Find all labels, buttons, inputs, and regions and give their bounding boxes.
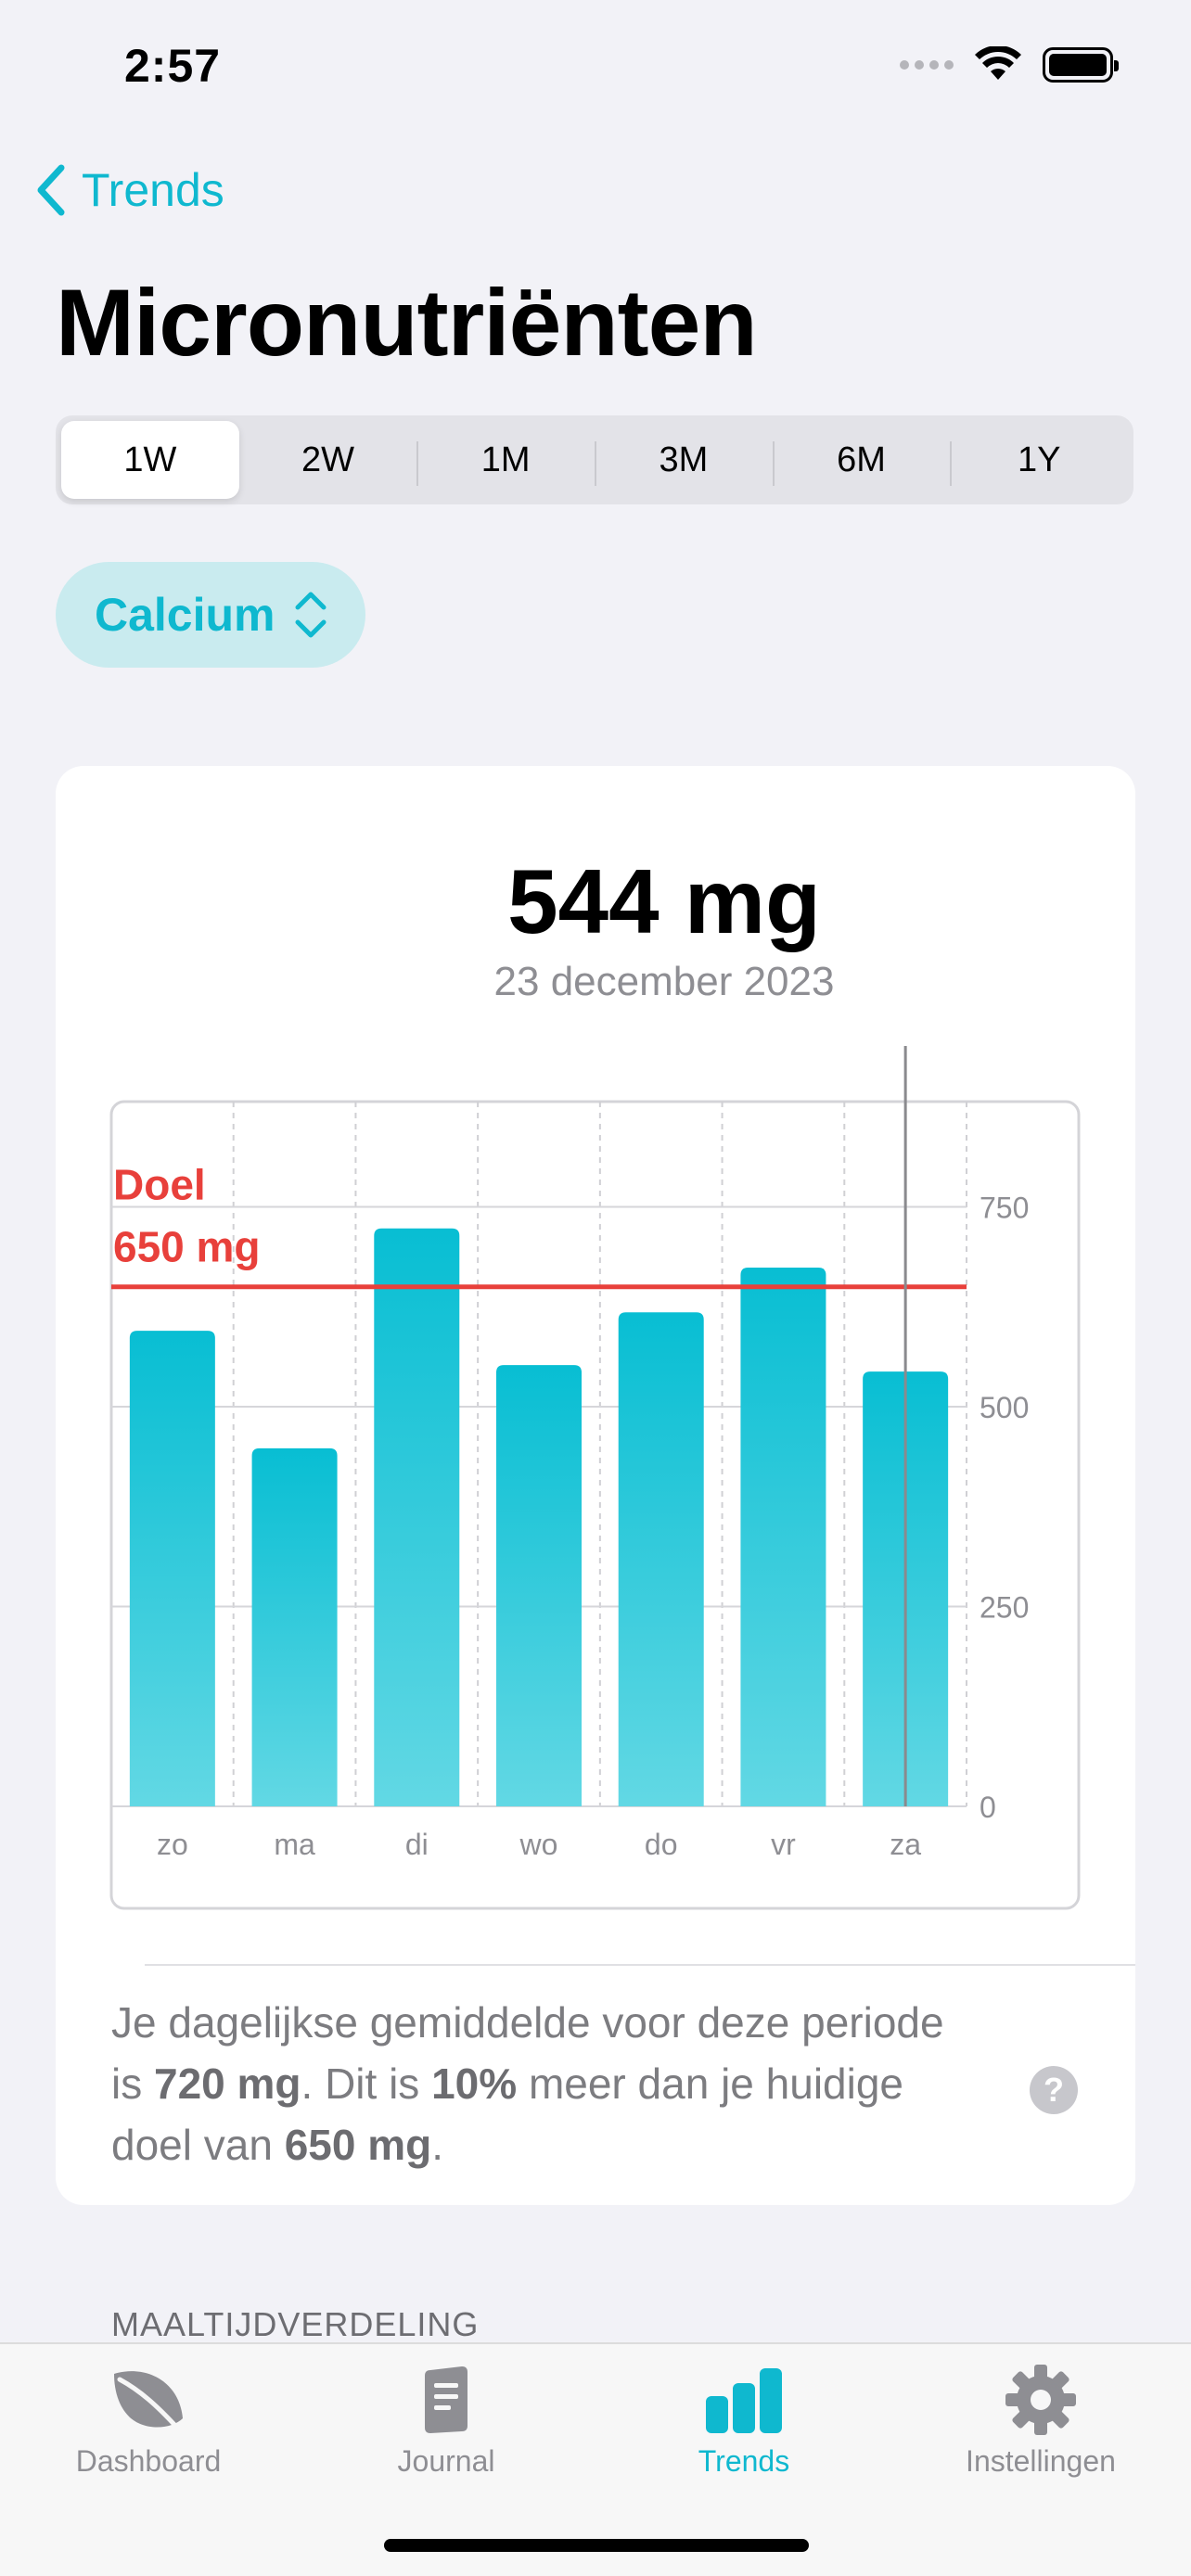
bar-ma xyxy=(251,1447,338,1806)
home-indicator xyxy=(384,2539,809,2552)
nutrient-label: Calcium xyxy=(95,589,275,641)
x-tick-label: ma xyxy=(274,1828,315,1861)
segment-2w[interactable]: 2W xyxy=(301,440,354,479)
x-tick-label: vr xyxy=(771,1828,796,1861)
summary-percentage: 10% xyxy=(431,2060,518,2108)
help-icon[interactable]: ? xyxy=(1030,2066,1078,2114)
segment-6m[interactable]: 6M xyxy=(772,421,951,499)
leaf-icon xyxy=(114,2371,183,2430)
chart-card: 544 mg 23 december 2023 Doel 650 mg 750 50… xyxy=(56,766,1135,2205)
y-tick-label: 750 xyxy=(980,1192,1029,1225)
back-label: Trends xyxy=(82,164,224,216)
tab-label: Dashboard xyxy=(75,2444,222,2478)
average-summary: Je dagelijkse gemiddelde voor deze perio… xyxy=(111,1992,974,2175)
summary-average: 720 mg xyxy=(154,2060,301,2108)
chart-frame xyxy=(109,1100,1081,1910)
summary-text: meer dan je huidige doel van xyxy=(111,2060,904,2169)
y-tick-label: 0 xyxy=(980,1791,996,1824)
signal-icon xyxy=(900,60,954,70)
x-tick-label: di xyxy=(405,1828,429,1861)
tab-settings[interactable]: Instellingen xyxy=(892,2363,1189,2479)
chevron-up-down-icon xyxy=(295,592,327,638)
summary-goal: 650 mg xyxy=(284,2121,432,2169)
status-icons xyxy=(900,46,1119,83)
selected-date: 23 december 2023 xyxy=(493,959,835,1004)
bar-wo xyxy=(496,1365,582,1806)
goal-label: Doel xyxy=(113,1161,206,1209)
chevron-left-icon xyxy=(37,164,65,216)
status-time: 2:57 xyxy=(124,40,222,92)
period-segmented-control: 1W 2W 1M 3M 6M 1Y xyxy=(56,415,1133,504)
tab-label: Instellingen xyxy=(966,2444,1116,2478)
page-title: Micronutriënten xyxy=(56,270,758,376)
summary-text: . Dit is xyxy=(301,2060,432,2108)
calcium-bar-chart[interactable]: Doel 650 mg 750 500 250 0 zo ma di wo do vr za xyxy=(56,766,1135,1962)
summary-text: . xyxy=(431,2121,444,2169)
tab-label: Journal xyxy=(397,2444,495,2478)
bar-vr xyxy=(740,1268,826,1806)
bar-chart-icon xyxy=(706,2368,782,2433)
goal-value-label: 650 mg xyxy=(113,1223,261,1271)
segment-1w[interactable]: 1W xyxy=(61,421,239,499)
tab-trends[interactable]: Trends xyxy=(596,2363,892,2479)
card-divider xyxy=(145,1964,1135,1966)
bar-di xyxy=(374,1228,460,1806)
segment-3m[interactable]: 3M xyxy=(595,421,773,499)
bar-zo xyxy=(129,1331,215,1806)
tab-dashboard[interactable]: Dashboard xyxy=(0,2363,297,2479)
summary-text: Je dagelijkse gemiddelde voor deze perio… xyxy=(111,1998,944,2108)
tab-label: Trends xyxy=(698,2444,790,2478)
x-tick-label: zo xyxy=(157,1828,188,1861)
y-tick-label: 500 xyxy=(980,1391,1029,1424)
wifi-icon xyxy=(975,46,1021,80)
section-header-meal-distribution: MAALTIJDVERDELING xyxy=(111,2305,480,2343)
x-tick-label: wo xyxy=(519,1828,558,1861)
tab-bar: Dashboard Journal Trends xyxy=(0,2342,1191,2576)
selected-value: 544 mg xyxy=(507,850,821,952)
nutrient-selector[interactable]: Calcium xyxy=(56,562,365,668)
segment-1m[interactable]: 1M xyxy=(416,421,595,499)
x-tick-label: do xyxy=(645,1828,678,1861)
tab-journal[interactable]: Journal xyxy=(298,2363,595,2479)
segment-1y[interactable]: 1Y xyxy=(950,421,1128,499)
x-tick-label: za xyxy=(890,1828,921,1861)
battery-icon xyxy=(1043,47,1119,83)
back-button[interactable]: Trends xyxy=(33,162,224,218)
bar-do xyxy=(618,1312,704,1806)
y-tick-label: 250 xyxy=(980,1591,1029,1625)
gear-icon xyxy=(1005,2365,1076,2435)
journal-icon xyxy=(425,2366,467,2433)
